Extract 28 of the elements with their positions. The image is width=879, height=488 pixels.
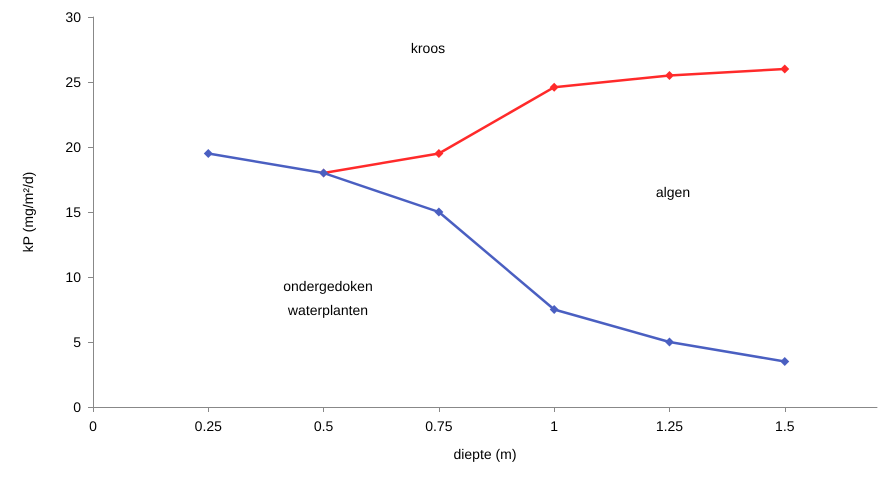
- y-tick-label: 0: [73, 399, 82, 415]
- point: [550, 305, 559, 314]
- x-axis-title: diepte (m): [453, 446, 517, 462]
- x-tick-label: 0.25: [194, 418, 222, 434]
- point: [780, 357, 790, 366]
- y-tick-label: 10: [65, 269, 82, 285]
- y-tick-label: 30: [65, 9, 82, 25]
- point: [780, 64, 790, 74]
- y-tick-label: 20: [65, 139, 82, 155]
- point: [550, 82, 559, 92]
- y-tick-label: 25: [65, 74, 82, 90]
- point: [204, 149, 213, 158]
- x-tick-label: 0.75: [425, 418, 453, 434]
- x-tick-label: 1.25: [656, 418, 684, 434]
- x-tick-label: 1: [550, 418, 558, 434]
- annotation: ondergedoken waterplanten: [283, 278, 373, 318]
- y-tick-label: 5: [73, 334, 82, 350]
- annotation: algen: [656, 184, 690, 200]
- annotation: kroos: [410, 40, 446, 56]
- point: [434, 149, 444, 158]
- x-tick-label: 0: [89, 418, 98, 434]
- x-tick-label: 0.5: [314, 418, 334, 434]
- x-tick-label: 1.5: [775, 418, 795, 434]
- y-axis-title: kP (mg/m²/d): [20, 172, 36, 252]
- point: [434, 208, 444, 216]
- point: [664, 71, 674, 80]
- y-tick-label: 15: [65, 204, 82, 220]
- point: [664, 338, 674, 346]
